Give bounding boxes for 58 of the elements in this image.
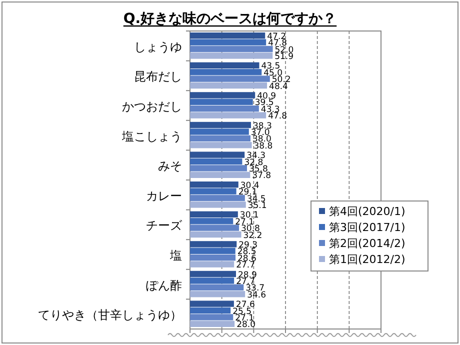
legend-label: 第4回(2020/1) <box>329 205 406 218</box>
bar <box>190 112 266 118</box>
bar <box>190 158 242 165</box>
bar <box>190 188 236 194</box>
bar <box>190 182 238 188</box>
y-tick-label: 塩こしょう <box>121 129 182 144</box>
y-tick-label: てりやき（甘辛しょうゆ） <box>38 308 182 322</box>
bar <box>190 122 251 128</box>
bar <box>190 270 236 278</box>
y-tick-label: チーズ <box>146 218 183 233</box>
legend-label: 第3回(2017/1) <box>329 221 406 234</box>
y-tick-label: 塩 <box>169 248 182 262</box>
chart-title: Q.好きな味のベースは何ですか？ <box>123 11 337 27</box>
bar <box>190 39 266 46</box>
bar <box>190 278 234 284</box>
bar <box>190 320 235 327</box>
bar <box>190 211 238 218</box>
y-tick-label: ぽん酢 <box>146 278 182 292</box>
bar <box>190 261 234 268</box>
bar <box>190 98 253 105</box>
bar <box>190 82 268 89</box>
bar <box>190 241 237 248</box>
bar <box>190 106 259 112</box>
bar <box>190 62 260 68</box>
bar <box>190 76 270 82</box>
bar <box>190 300 234 307</box>
bar <box>190 172 250 178</box>
bar <box>190 135 250 142</box>
bar <box>190 291 246 298</box>
bar <box>190 165 247 172</box>
y-tick-label: みそ <box>158 159 182 174</box>
bar <box>190 224 240 231</box>
bar <box>190 307 231 314</box>
bar <box>190 202 246 208</box>
bar <box>190 52 273 59</box>
bar <box>190 152 245 158</box>
legend-label: 第1回(2012/2) <box>329 253 406 266</box>
bar <box>190 231 242 238</box>
bar <box>190 254 236 261</box>
data-label: 51.9 <box>274 52 294 62</box>
bar <box>190 142 252 148</box>
bar <box>190 46 273 52</box>
y-tick-label: カレー <box>146 188 182 203</box>
legend-label: 第2回(2014/2) <box>329 237 406 250</box>
bar <box>190 69 262 76</box>
data-label: 35.1 <box>248 201 267 211</box>
bar <box>190 314 234 320</box>
bar <box>190 92 256 98</box>
bar <box>190 128 249 135</box>
bar <box>190 218 234 224</box>
y-tick-label: かつおだし <box>122 100 182 114</box>
y-tick-label: しょうゆ <box>134 40 182 54</box>
bar <box>190 194 245 202</box>
data-label: 47.8 <box>268 112 288 122</box>
bar <box>190 248 236 254</box>
y-tick-label: 昆布だし <box>134 70 182 84</box>
bar <box>190 32 266 39</box>
bar <box>190 284 244 290</box>
